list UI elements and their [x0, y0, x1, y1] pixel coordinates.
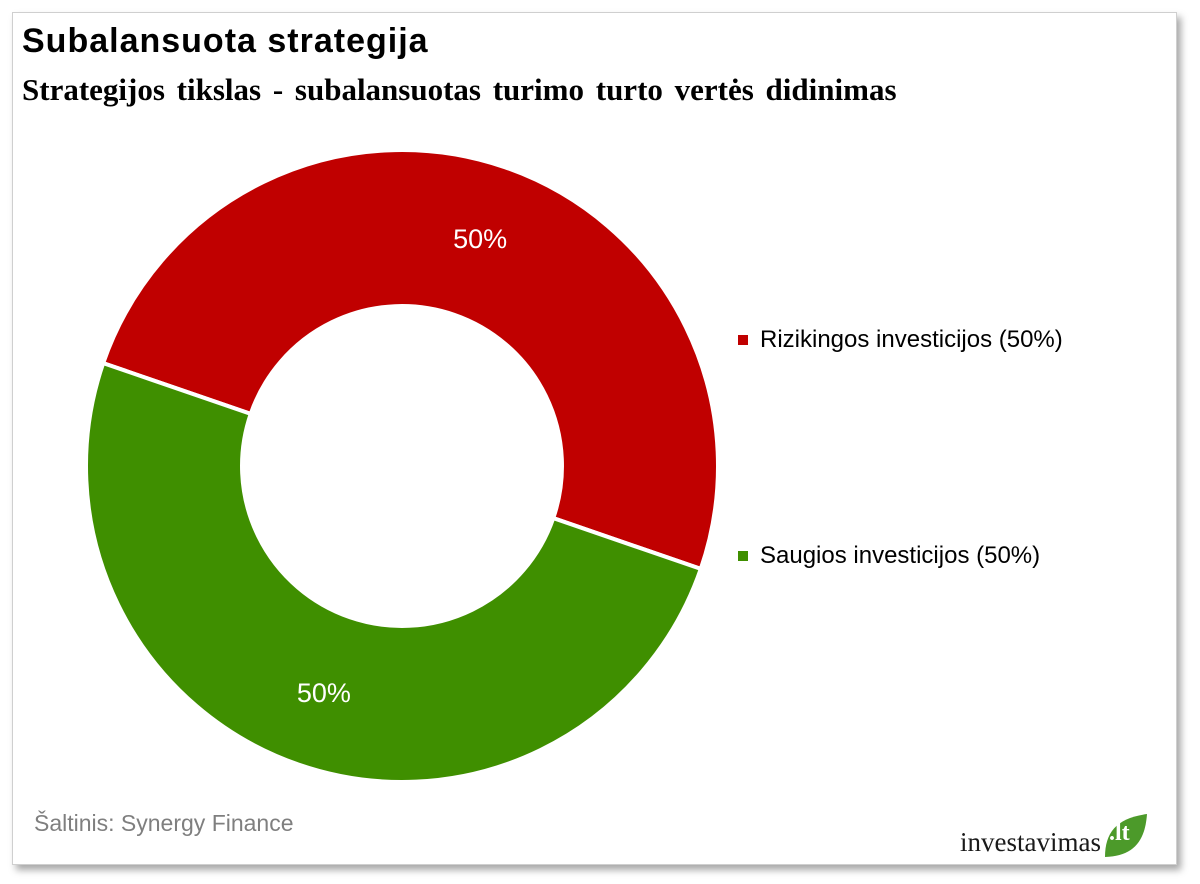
slice-risky	[100, 148, 720, 572]
logo-text: investavimas	[960, 827, 1101, 857]
data-label-safe: 50%	[297, 678, 351, 708]
leaf-icon: .lt	[1103, 812, 1149, 858]
legend-item-safe: Saugios investicijos (50%)	[738, 542, 1040, 570]
legend-label-safe: Saugios investicijos (50%)	[760, 542, 1041, 569]
legend-item-risky: Rizikingos investicijos (50%)	[738, 326, 1063, 354]
legend-label-risky: Rizikingos investicijos (50%)	[760, 326, 1063, 353]
chart-title: Subalansuota strategija	[22, 22, 429, 60]
investavimas-logo: investavimas .lt	[960, 812, 1149, 858]
source-note: Šaltinis: Synergy Finance	[34, 810, 294, 836]
logo-tld: .lt	[1108, 820, 1130, 846]
chart-subtitle: Strategijos tikslas - subalansuotas turi…	[22, 72, 897, 107]
legend-swatch-safe	[738, 551, 748, 561]
legend-swatch-risky	[738, 335, 748, 345]
data-label-risky: 50%	[453, 224, 507, 254]
slice-safe	[84, 360, 704, 784]
